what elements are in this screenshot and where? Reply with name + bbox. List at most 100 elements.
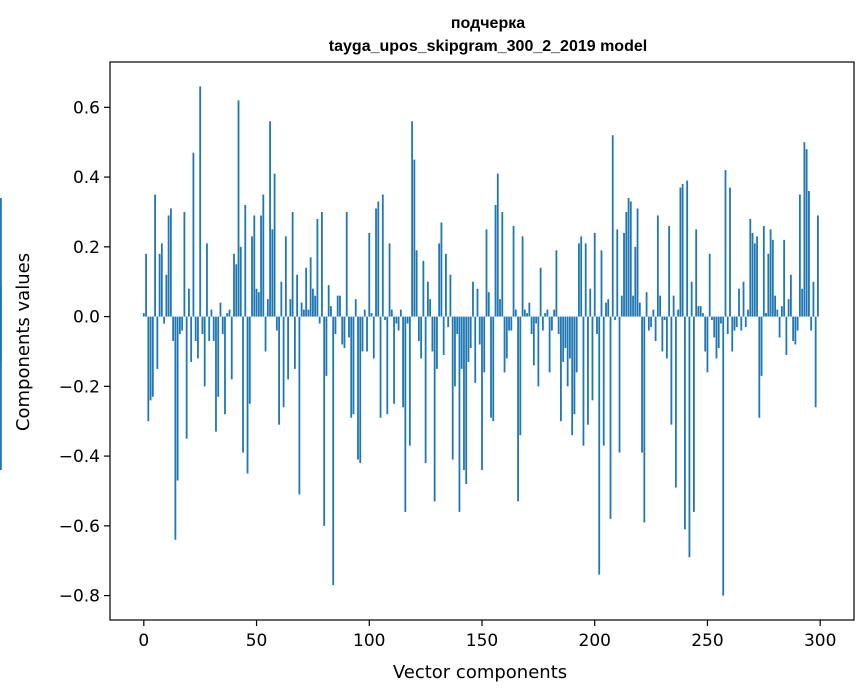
bar [244, 204, 247, 317]
bar [684, 316, 686, 530]
bar [478, 316, 481, 345]
bar [426, 281, 429, 317]
bar [298, 316, 301, 495]
bar [749, 218, 752, 317]
bar [381, 194, 384, 317]
x-tick-label: 200 [579, 631, 611, 651]
bar [296, 274, 299, 317]
bar [654, 316, 657, 341]
bar [645, 292, 648, 317]
bar [165, 274, 168, 317]
bar [801, 288, 804, 317]
bar [433, 316, 436, 502]
bar [731, 316, 734, 352]
bar [384, 316, 386, 321]
bar [623, 232, 625, 317]
bar [614, 316, 616, 321]
bar [814, 316, 817, 408]
bar [514, 309, 517, 317]
y-tick-label: 0.0 [73, 308, 100, 328]
bar [605, 302, 607, 317]
bar [377, 201, 380, 317]
bar [442, 316, 445, 355]
bar [417, 316, 420, 341]
bar [562, 316, 565, 362]
bar [147, 316, 150, 422]
bar [323, 316, 326, 526]
bar [609, 316, 612, 519]
bar [546, 309, 549, 317]
y-tick-label: −0.6 [59, 517, 100, 537]
bar [361, 316, 364, 352]
bar [312, 288, 314, 317]
bar [172, 316, 175, 341]
bar [729, 187, 731, 317]
bar [445, 253, 447, 317]
bar [602, 316, 605, 446]
bar [467, 316, 470, 362]
bar [357, 316, 359, 460]
bar [242, 316, 244, 453]
bar [620, 295, 623, 317]
x-tick-label: 100 [353, 631, 385, 651]
bar [0, 198, 2, 317]
bar [643, 316, 646, 523]
bar [578, 243, 580, 317]
bar [397, 316, 400, 331]
bar [668, 225, 671, 317]
bar [266, 299, 269, 317]
bar [740, 316, 743, 331]
bar [665, 316, 668, 359]
bar [366, 316, 368, 352]
bar [280, 281, 283, 317]
bar [771, 239, 774, 317]
bar [672, 295, 675, 317]
bar [314, 295, 317, 317]
bar [253, 215, 256, 317]
bar [487, 292, 490, 317]
bar [203, 316, 206, 387]
bar [593, 232, 596, 317]
bar [300, 302, 303, 317]
bar [183, 211, 186, 317]
bar [235, 264, 238, 317]
bar [318, 316, 321, 324]
bar [557, 316, 560, 335]
bar [197, 316, 199, 359]
bar [246, 316, 249, 474]
bar [670, 316, 673, 425]
bar [659, 295, 662, 317]
bar [411, 121, 414, 317]
bar [485, 229, 488, 317]
bar [145, 253, 147, 317]
y-tick-label: −0.2 [59, 377, 100, 397]
bar [167, 215, 170, 317]
bar [169, 208, 172, 317]
bar [564, 316, 567, 348]
bar [386, 316, 389, 415]
bar [517, 316, 519, 502]
bar [677, 309, 680, 317]
bar [663, 316, 666, 321]
bar [762, 225, 765, 317]
bar [616, 229, 619, 317]
bar [661, 316, 664, 352]
bar [221, 316, 224, 335]
bar [413, 159, 416, 317]
bar [476, 288, 479, 317]
bar [190, 316, 193, 362]
bar [708, 253, 711, 317]
bar [600, 250, 603, 317]
bar [181, 316, 184, 331]
bar [539, 267, 542, 317]
bar [368, 232, 371, 317]
bar [492, 316, 495, 422]
bar [163, 316, 166, 324]
bar [463, 316, 465, 471]
bar [598, 316, 601, 575]
bar [160, 243, 163, 317]
bar [345, 211, 348, 317]
bar [505, 316, 508, 359]
bar [569, 316, 571, 359]
